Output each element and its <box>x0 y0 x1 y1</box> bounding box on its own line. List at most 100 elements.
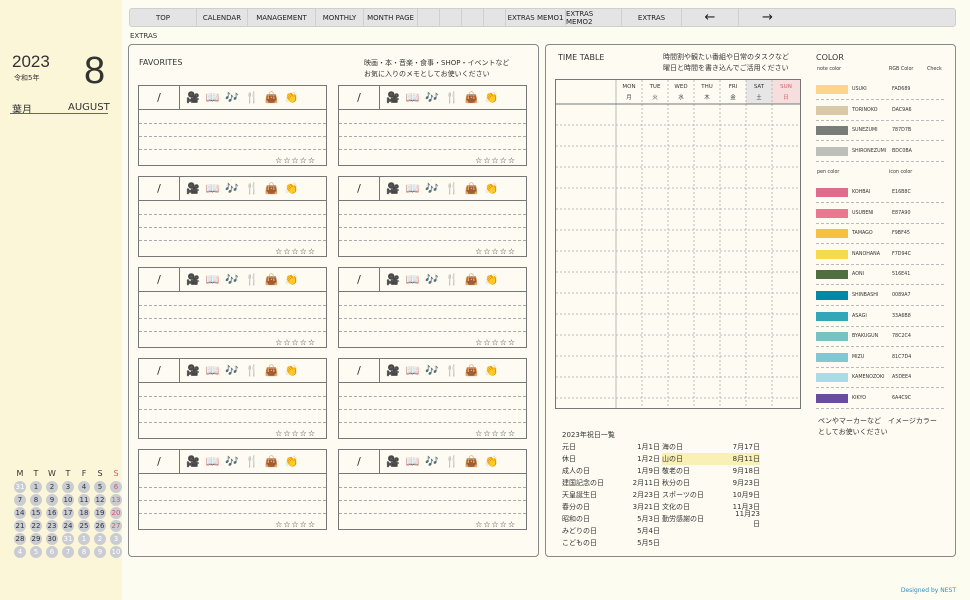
memo-lines[interactable]: ☆☆☆☆☆ <box>139 292 326 348</box>
book-icon[interactable]: 📖 <box>205 91 220 104</box>
book-icon[interactable]: 📖 <box>205 364 220 377</box>
bag-icon[interactable]: 👜 <box>264 455 279 468</box>
bag-icon[interactable]: 👜 <box>264 273 279 286</box>
bag-icon[interactable]: 👜 <box>464 182 479 195</box>
book-icon[interactable]: 📖 <box>405 364 420 377</box>
fork-knife-icon[interactable]: 🍴 <box>245 455 259 468</box>
mini-day[interactable]: 25 <box>78 520 90 532</box>
nav-item[interactable]: MONTH PAGE <box>364 9 418 26</box>
memo-lines[interactable]: ☆☆☆☆☆ <box>139 474 326 530</box>
date-field[interactable]: / <box>139 177 180 200</box>
mini-day[interactable]: 28 <box>14 533 26 545</box>
date-field[interactable]: / <box>139 450 180 473</box>
movie-camera-icon[interactable]: 🎥 <box>186 455 200 468</box>
book-icon[interactable]: 📖 <box>205 182 220 195</box>
rating-stars[interactable]: ☆☆☆☆☆ <box>275 338 316 347</box>
music-icon[interactable]: 🎶 <box>225 364 240 377</box>
book-icon[interactable]: 📖 <box>405 455 420 468</box>
rating-stars[interactable]: ☆☆☆☆☆ <box>275 520 316 529</box>
mini-day[interactable]: 10 <box>110 546 122 558</box>
date-field[interactable]: / <box>139 268 180 291</box>
music-icon[interactable]: 🎶 <box>425 455 440 468</box>
date-field[interactable]: / <box>339 177 380 200</box>
book-icon[interactable]: 📖 <box>205 455 220 468</box>
mini-day[interactable]: 6 <box>46 546 58 558</box>
rating-stars[interactable]: ☆☆☆☆☆ <box>475 520 516 529</box>
clap-icon[interactable]: 👏 <box>284 455 299 468</box>
music-icon[interactable]: 🎶 <box>225 91 240 104</box>
mini-day[interactable]: 18 <box>78 507 90 519</box>
mini-day[interactable]: 22 <box>30 520 42 532</box>
nav-item[interactable] <box>440 9 462 26</box>
mini-day[interactable]: 9 <box>46 494 58 506</box>
bag-icon[interactable]: 👜 <box>264 91 279 104</box>
mini-day[interactable]: 5 <box>30 546 42 558</box>
fork-knife-icon[interactable]: 🍴 <box>445 182 459 195</box>
mini-day[interactable]: 14 <box>14 507 26 519</box>
clap-icon[interactable]: 👏 <box>484 91 499 104</box>
mini-day[interactable]: 2 <box>46 481 58 493</box>
mini-day[interactable]: 30 <box>46 533 58 545</box>
book-icon[interactable]: 📖 <box>405 273 420 286</box>
mini-day[interactable]: 1 <box>30 481 42 493</box>
book-icon[interactable]: 📖 <box>405 182 420 195</box>
rating-stars[interactable]: ☆☆☆☆☆ <box>475 338 516 347</box>
mini-day[interactable]: 1 <box>78 533 90 545</box>
movie-camera-icon[interactable]: 🎥 <box>386 364 400 377</box>
date-field[interactable]: / <box>339 268 380 291</box>
nav-item[interactable]: MANAGEMENT <box>248 9 316 26</box>
mini-day[interactable]: 20 <box>110 507 122 519</box>
mini-day[interactable]: 26 <box>94 520 106 532</box>
mini-day[interactable]: 31 <box>62 533 74 545</box>
bag-icon[interactable]: 👜 <box>264 182 279 195</box>
bag-icon[interactable]: 👜 <box>464 273 479 286</box>
date-field[interactable]: / <box>339 359 380 382</box>
fork-knife-icon[interactable]: 🍴 <box>245 91 259 104</box>
rating-stars[interactable]: ☆☆☆☆☆ <box>475 247 516 256</box>
mini-day[interactable]: 7 <box>14 494 26 506</box>
mini-day[interactable]: 12 <box>94 494 106 506</box>
music-icon[interactable]: 🎶 <box>225 182 240 195</box>
mini-day[interactable]: 31 <box>14 481 26 493</box>
fork-knife-icon[interactable]: 🍴 <box>445 91 459 104</box>
mini-day[interactable]: 4 <box>14 546 26 558</box>
music-icon[interactable]: 🎶 <box>225 455 240 468</box>
music-icon[interactable]: 🎶 <box>425 273 440 286</box>
bag-icon[interactable]: 👜 <box>464 91 479 104</box>
clap-icon[interactable]: 👏 <box>284 364 299 377</box>
mini-day[interactable]: 17 <box>62 507 74 519</box>
fork-knife-icon[interactable]: 🍴 <box>445 273 459 286</box>
rating-stars[interactable]: ☆☆☆☆☆ <box>475 156 516 165</box>
bag-icon[interactable]: 👜 <box>264 364 279 377</box>
mini-day[interactable]: 23 <box>46 520 58 532</box>
mini-day[interactable]: 24 <box>62 520 74 532</box>
music-icon[interactable]: 🎶 <box>225 273 240 286</box>
mini-day[interactable]: 15 <box>30 507 42 519</box>
mini-day[interactable]: 8 <box>30 494 42 506</box>
movie-camera-icon[interactable]: 🎥 <box>386 455 400 468</box>
movie-camera-icon[interactable]: 🎥 <box>386 273 400 286</box>
mini-day[interactable]: 9 <box>94 546 106 558</box>
mini-day[interactable]: 10 <box>62 494 74 506</box>
memo-lines[interactable]: ☆☆☆☆☆ <box>139 201 326 257</box>
music-icon[interactable]: 🎶 <box>425 182 440 195</box>
mini-day[interactable]: 7 <box>62 546 74 558</box>
mini-day[interactable]: 19 <box>94 507 106 519</box>
mini-day[interactable]: 21 <box>14 520 26 532</box>
date-field[interactable]: / <box>339 86 380 109</box>
mini-day[interactable]: 5 <box>94 481 106 493</box>
mini-day[interactable]: 3 <box>110 533 122 545</box>
clap-icon[interactable]: 👏 <box>284 91 299 104</box>
fork-knife-icon[interactable]: 🍴 <box>245 273 259 286</box>
movie-camera-icon[interactable]: 🎥 <box>186 273 200 286</box>
fork-knife-icon[interactable]: 🍴 <box>245 182 259 195</box>
fork-knife-icon[interactable]: 🍴 <box>445 455 459 468</box>
mini-day[interactable]: 8 <box>78 546 90 558</box>
mini-day[interactable]: 4 <box>78 481 90 493</box>
mini-day[interactable]: 13 <box>110 494 122 506</box>
date-field[interactable]: / <box>139 86 180 109</box>
nav-item[interactable] <box>462 9 484 26</box>
movie-camera-icon[interactable]: 🎥 <box>386 91 400 104</box>
clap-icon[interactable]: 👏 <box>484 364 499 377</box>
rating-stars[interactable]: ☆☆☆☆☆ <box>275 156 316 165</box>
